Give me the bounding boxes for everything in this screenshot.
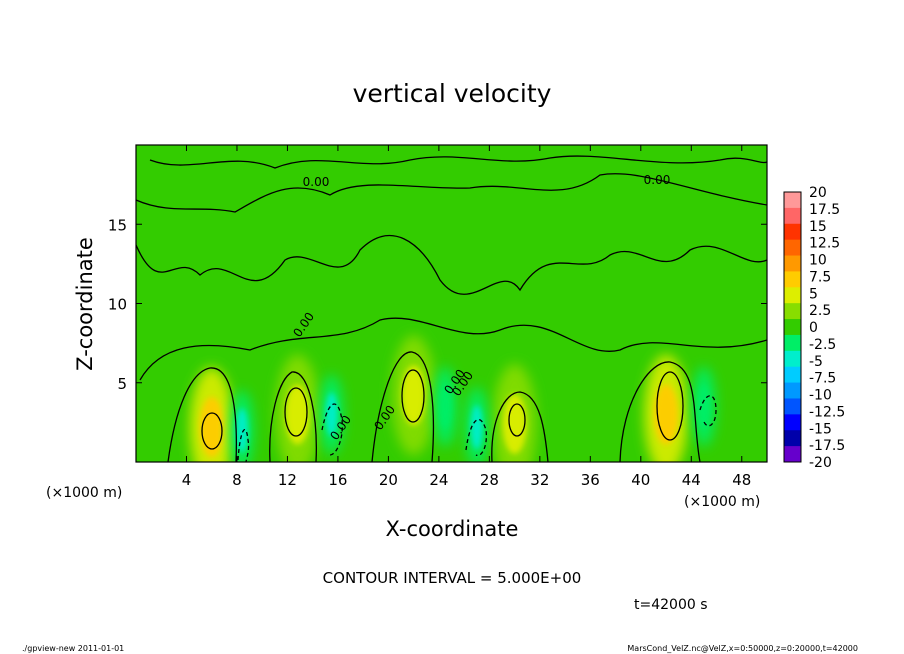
contour-lower-cell-1 — [167, 367, 237, 462]
colorbar-label: -15 — [809, 421, 832, 437]
colorbar-label: 7.5 — [809, 269, 831, 285]
downdraft-9 — [464, 387, 489, 462]
colorbar-segment — [784, 207, 801, 225]
colorbar-segment — [784, 192, 801, 209]
x-tick-label: 28 — [480, 471, 499, 489]
x-tick-label: 32 — [530, 471, 549, 489]
x-tick-label: 36 — [581, 471, 600, 489]
updraft-3 — [391, 335, 436, 456]
x-tick-label: 48 — [732, 471, 751, 489]
x-unit-right: (×1000 m) — [684, 494, 760, 510]
contour-lower-cell-3 — [371, 351, 435, 462]
x-tick-label: 24 — [429, 471, 448, 489]
colorbar-frame — [783, 191, 802, 463]
contour-lower-cell-2 — [269, 371, 317, 462]
colorbar-label: -7.5 — [809, 371, 836, 387]
colorbar-segment — [784, 223, 801, 241]
x-tick-label: 20 — [379, 471, 398, 489]
y-tick-label: 5 — [117, 375, 127, 393]
colorbar-segment — [784, 414, 801, 431]
contour-negative-2 — [321, 403, 343, 456]
downdraft-10 — [691, 366, 716, 447]
y-tick-label: 15 — [108, 216, 127, 234]
colorbar-label: -17.5 — [809, 438, 845, 454]
contour-lines — [136, 155, 767, 462]
x-unit-left: (×1000 m) — [46, 485, 122, 501]
contour-lower-cell-4 — [491, 391, 549, 462]
colorbar-segment — [784, 430, 801, 447]
contour-negative-1 — [237, 428, 250, 462]
plot-area: 0.00 0.000.000.000.00 0.000.00 — [136, 145, 767, 462]
updraft-1 — [189, 367, 234, 462]
y-axis-ticks: 5 10 15 — [108, 216, 767, 393]
colorbar-segment — [784, 255, 801, 272]
contour-midlevel — [136, 234, 767, 295]
contour-label: 0.00 — [303, 175, 330, 189]
colorbar-label: 17.5 — [809, 202, 840, 218]
colorbar-segment — [784, 239, 801, 257]
contour-lower-ridge — [139, 317, 767, 381]
contour-label: 0.00 — [644, 173, 671, 187]
colorbar-segment — [784, 319, 801, 336]
colorbar-label: -5 — [809, 354, 823, 370]
contour-negative-3 — [465, 418, 488, 457]
x-tick-label: 4 — [182, 471, 192, 489]
colorbar-label: 15 — [809, 219, 827, 235]
colorbar-label: -20 — [809, 455, 832, 471]
colorbar-label: 20 — [809, 185, 827, 201]
colorbar-label: -2.5 — [809, 337, 836, 353]
contour-core-1 — [201, 412, 223, 450]
contour-interval-text: CONTOUR INTERVAL = 5.000E+00 — [323, 569, 582, 587]
downdraft-8 — [433, 366, 458, 447]
colorbar-segment — [784, 398, 801, 415]
contour-core-5 — [656, 371, 684, 441]
updraft-5 — [644, 354, 689, 462]
colorbar-label: 0 — [809, 320, 818, 336]
x-tick-label: 44 — [682, 471, 701, 489]
time-label: t=42000 s — [634, 597, 708, 613]
contour-upper-band — [149, 155, 767, 169]
footer-right: MarsCond_VelZ.nc@VelZ,x=0:50000,z=0:2000… — [627, 644, 858, 653]
contour-lower-cell-5 — [619, 361, 701, 462]
colorbar-label: 10 — [809, 253, 827, 269]
x-axis-label: X-coordinate — [386, 517, 519, 541]
x-axis-ticks: 4 8 12 16 20 24 28 32 36 40 44 48 — [182, 145, 751, 489]
colorbar-segment — [784, 446, 801, 463]
colorbar-label: -10 — [809, 388, 832, 404]
x-tick-label: 12 — [278, 471, 297, 489]
chart-title: vertical velocity — [353, 79, 552, 108]
colorbar-segment — [784, 287, 801, 304]
x-tick-label: 16 — [328, 471, 347, 489]
y-axis-label: Z-coordinate — [73, 237, 97, 371]
contour-core-2 — [284, 387, 308, 437]
colorbar-segment — [784, 334, 801, 352]
y-tick-label: 10 — [108, 296, 127, 314]
x-tick-label: 40 — [631, 471, 650, 489]
colorbar: 2017.51512.5107.552.50-2.5-5-7.5-10-12.5… — [783, 185, 845, 471]
colorbar-label: 12.5 — [809, 236, 840, 252]
colorbar-segment — [784, 350, 801, 368]
updraft-4 — [492, 363, 537, 462]
colorbar-segment — [784, 271, 801, 288]
colorbar-label: 5 — [809, 286, 818, 302]
colorbar-segment — [784, 382, 801, 399]
colorbar-segment — [784, 366, 801, 384]
x-tick-label: 8 — [232, 471, 242, 489]
colorbar-label: -12.5 — [809, 404, 845, 420]
colorbar-label: 2.5 — [809, 303, 831, 319]
colorbar-segment — [784, 303, 801, 320]
contour-core-3 — [401, 369, 425, 423]
contour-upper-boundary — [136, 173, 767, 213]
footer-left: ./gpview-new 2011-01-01 — [22, 644, 124, 653]
heatmap-field — [189, 335, 716, 462]
contour-core-4 — [508, 403, 526, 437]
